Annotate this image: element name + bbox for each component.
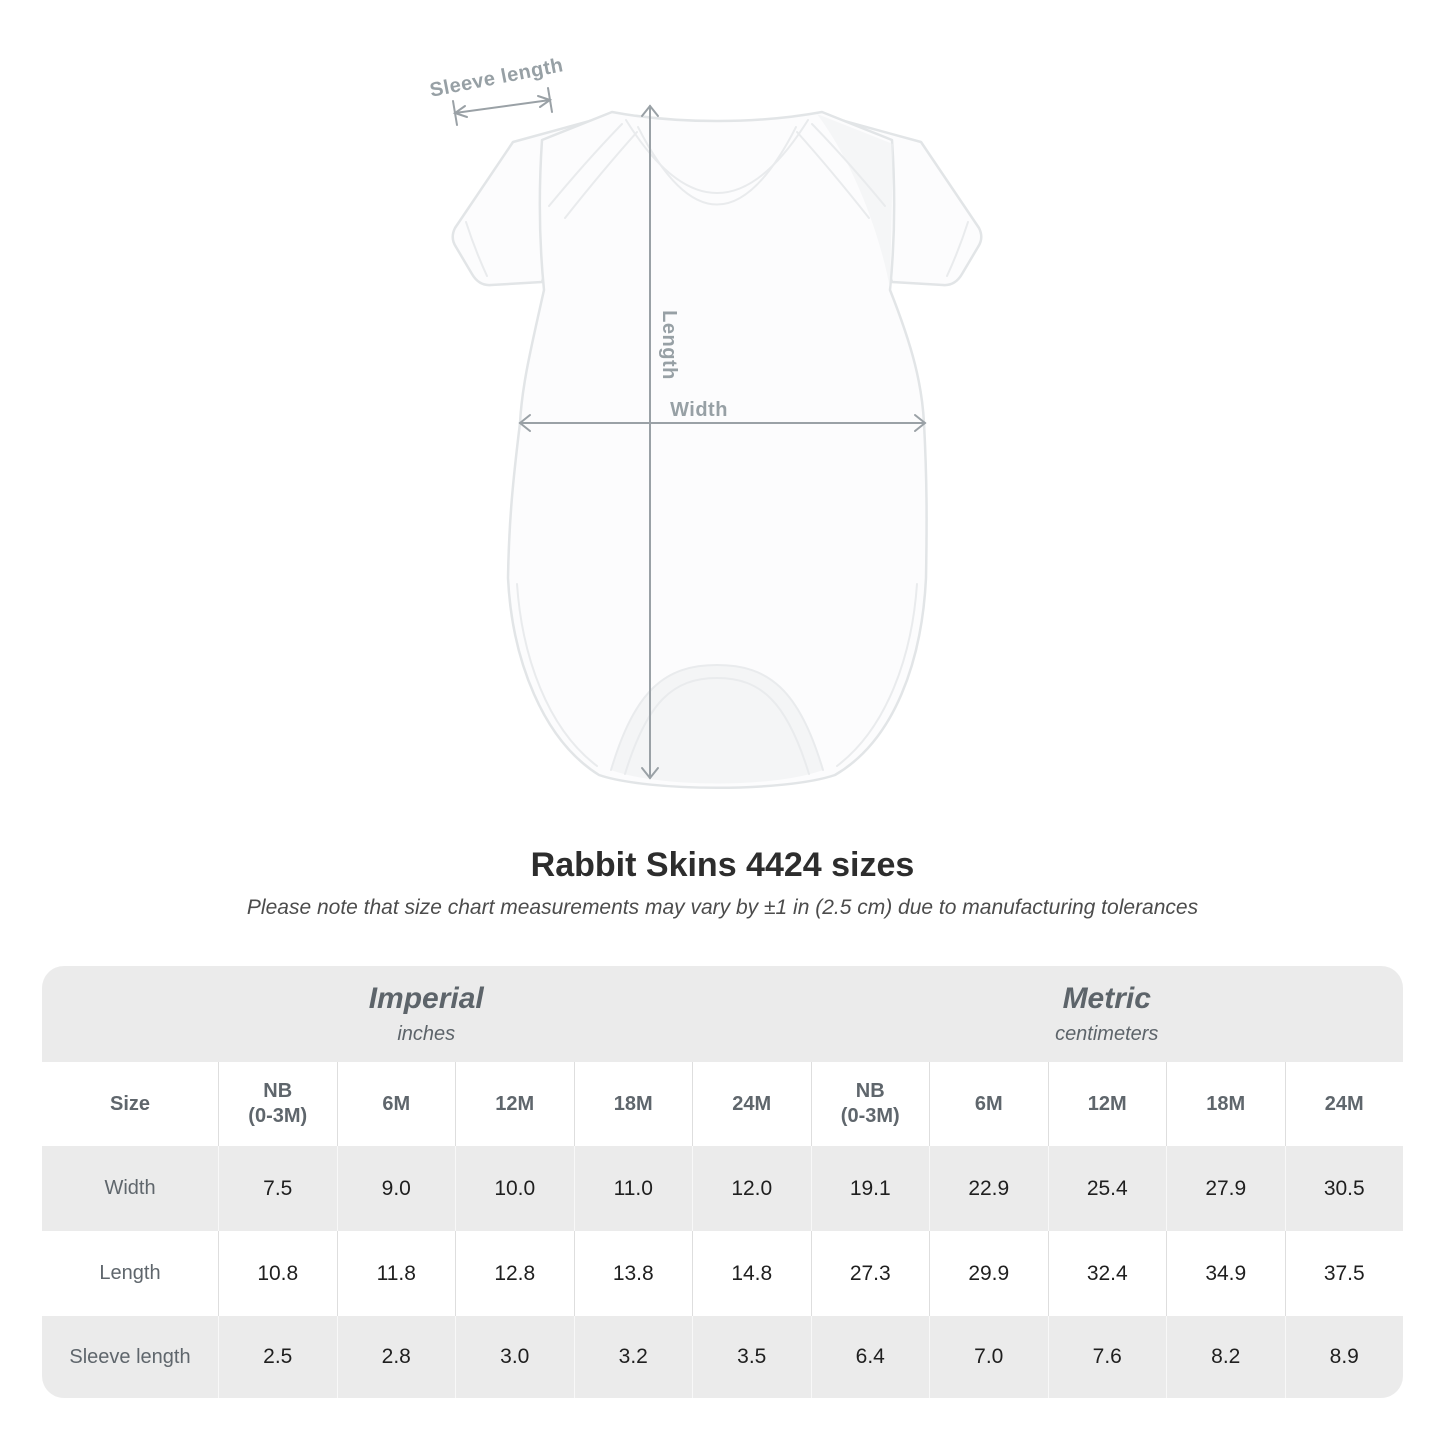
size-table: Imperial inches Metric centimeters Size … <box>42 966 1403 1398</box>
table-cell: 7.6 <box>1047 1316 1167 1398</box>
table-cell: 12.0 <box>692 1146 811 1231</box>
table-cell: 19.1 <box>810 1146 930 1231</box>
table-cell: 8.2 <box>1166 1316 1285 1398</box>
table-cell: 37.5 <box>1284 1231 1404 1316</box>
row-label-width: Width <box>104 1177 156 1199</box>
metric-group-header: Metric centimeters <box>811 966 1404 1062</box>
length-label: Length <box>658 310 680 380</box>
row-label-sleeve-length: Sleeve length <box>69 1345 191 1368</box>
table-cell: 30.5 <box>1284 1146 1404 1231</box>
row-label-length: Length <box>99 1262 161 1284</box>
metric-group-unit: centimeters <box>1055 1023 1159 1045</box>
col-header-metric-6m: 6M <box>929 1062 1048 1146</box>
tolerance-note: Please note that size chart measurements… <box>246 896 1199 919</box>
table-row-width: Width 7.5 9.0 10.0 11.0 12.0 19.1 22.9 2… <box>42 1146 1403 1231</box>
width-label: Width <box>670 399 728 421</box>
table-cell: 25.4 <box>1047 1146 1167 1231</box>
table-cell: 2.5 <box>218 1316 337 1398</box>
sleeve-length-label: Sleeve length <box>428 54 565 101</box>
table-cell: 7.5 <box>218 1146 337 1231</box>
table-cell: 32.4 <box>1047 1231 1167 1316</box>
sleeve-length-arrow-icon <box>452 87 553 126</box>
col-header-imperial-6m: 6M <box>336 1062 456 1146</box>
table-cell: 3.0 <box>455 1316 574 1398</box>
column-header-row: Size NB (0-3M) 6M 12M 18M 24M NB (0-3M) … <box>42 1062 1403 1146</box>
imperial-group-unit: inches <box>397 1023 456 1045</box>
table-cell: 27.9 <box>1166 1146 1285 1231</box>
table-row-sleeve-length: Sleeve length 2.5 2.8 3.0 3.2 3.5 6.4 7.… <box>42 1316 1403 1398</box>
col-header-metric-nb: NB (0-3M) <box>810 1062 930 1146</box>
table-cell: 11.0 <box>573 1146 693 1231</box>
col-header-imperial-12m: 12M <box>455 1062 574 1146</box>
col-header-metric-18m: 18M <box>1166 1062 1285 1146</box>
width-arrow-icon <box>518 414 927 432</box>
table-cell: 2.8 <box>336 1316 456 1398</box>
table-cell: 6.4 <box>810 1316 930 1398</box>
table-cell: 3.5 <box>692 1316 811 1398</box>
table-cell: 3.2 <box>573 1316 693 1398</box>
unit-group-row: Imperial inches Metric centimeters <box>42 966 1403 1062</box>
table-cell: 13.8 <box>573 1231 693 1316</box>
col-header-imperial-18m: 18M <box>573 1062 693 1146</box>
table-cell: 14.8 <box>692 1231 811 1316</box>
table-cell: 34.9 <box>1166 1231 1285 1316</box>
onesie-illustration: Sleeve length Length Width <box>428 54 983 789</box>
imperial-group-header: Imperial inches <box>42 966 811 1062</box>
table-cell: 27.3 <box>810 1231 930 1316</box>
col-header-metric-24m: 24M <box>1284 1062 1404 1146</box>
table-cell: 7.0 <box>929 1316 1048 1398</box>
size-corner-header: Size <box>109 1092 151 1115</box>
table-cell: 29.9 <box>929 1231 1048 1316</box>
imperial-group-label: Imperial <box>368 982 484 1015</box>
table-cell: 10.8 <box>218 1231 337 1316</box>
col-header-imperial-nb: NB (0-3M) <box>218 1062 337 1146</box>
metric-group-label: Metric <box>1062 982 1151 1015</box>
onesie-body <box>506 110 928 789</box>
table-cell: 11.8 <box>336 1231 456 1316</box>
col-header-imperial-24m: 24M <box>692 1062 811 1146</box>
page-title: Rabbit Skins 4424 sizes <box>530 846 915 884</box>
table-row-length: Length 10.8 11.8 12.8 13.8 14.8 27.3 29.… <box>42 1231 1403 1316</box>
table-cell: 8.9 <box>1284 1316 1404 1398</box>
table-cell: 22.9 <box>929 1146 1048 1231</box>
col-header-metric-12m: 12M <box>1047 1062 1167 1146</box>
table-cell: 9.0 <box>336 1146 456 1231</box>
table-cell: 10.0 <box>455 1146 574 1231</box>
length-arrow-icon <box>641 104 659 780</box>
table-cell: 12.8 <box>455 1231 574 1316</box>
